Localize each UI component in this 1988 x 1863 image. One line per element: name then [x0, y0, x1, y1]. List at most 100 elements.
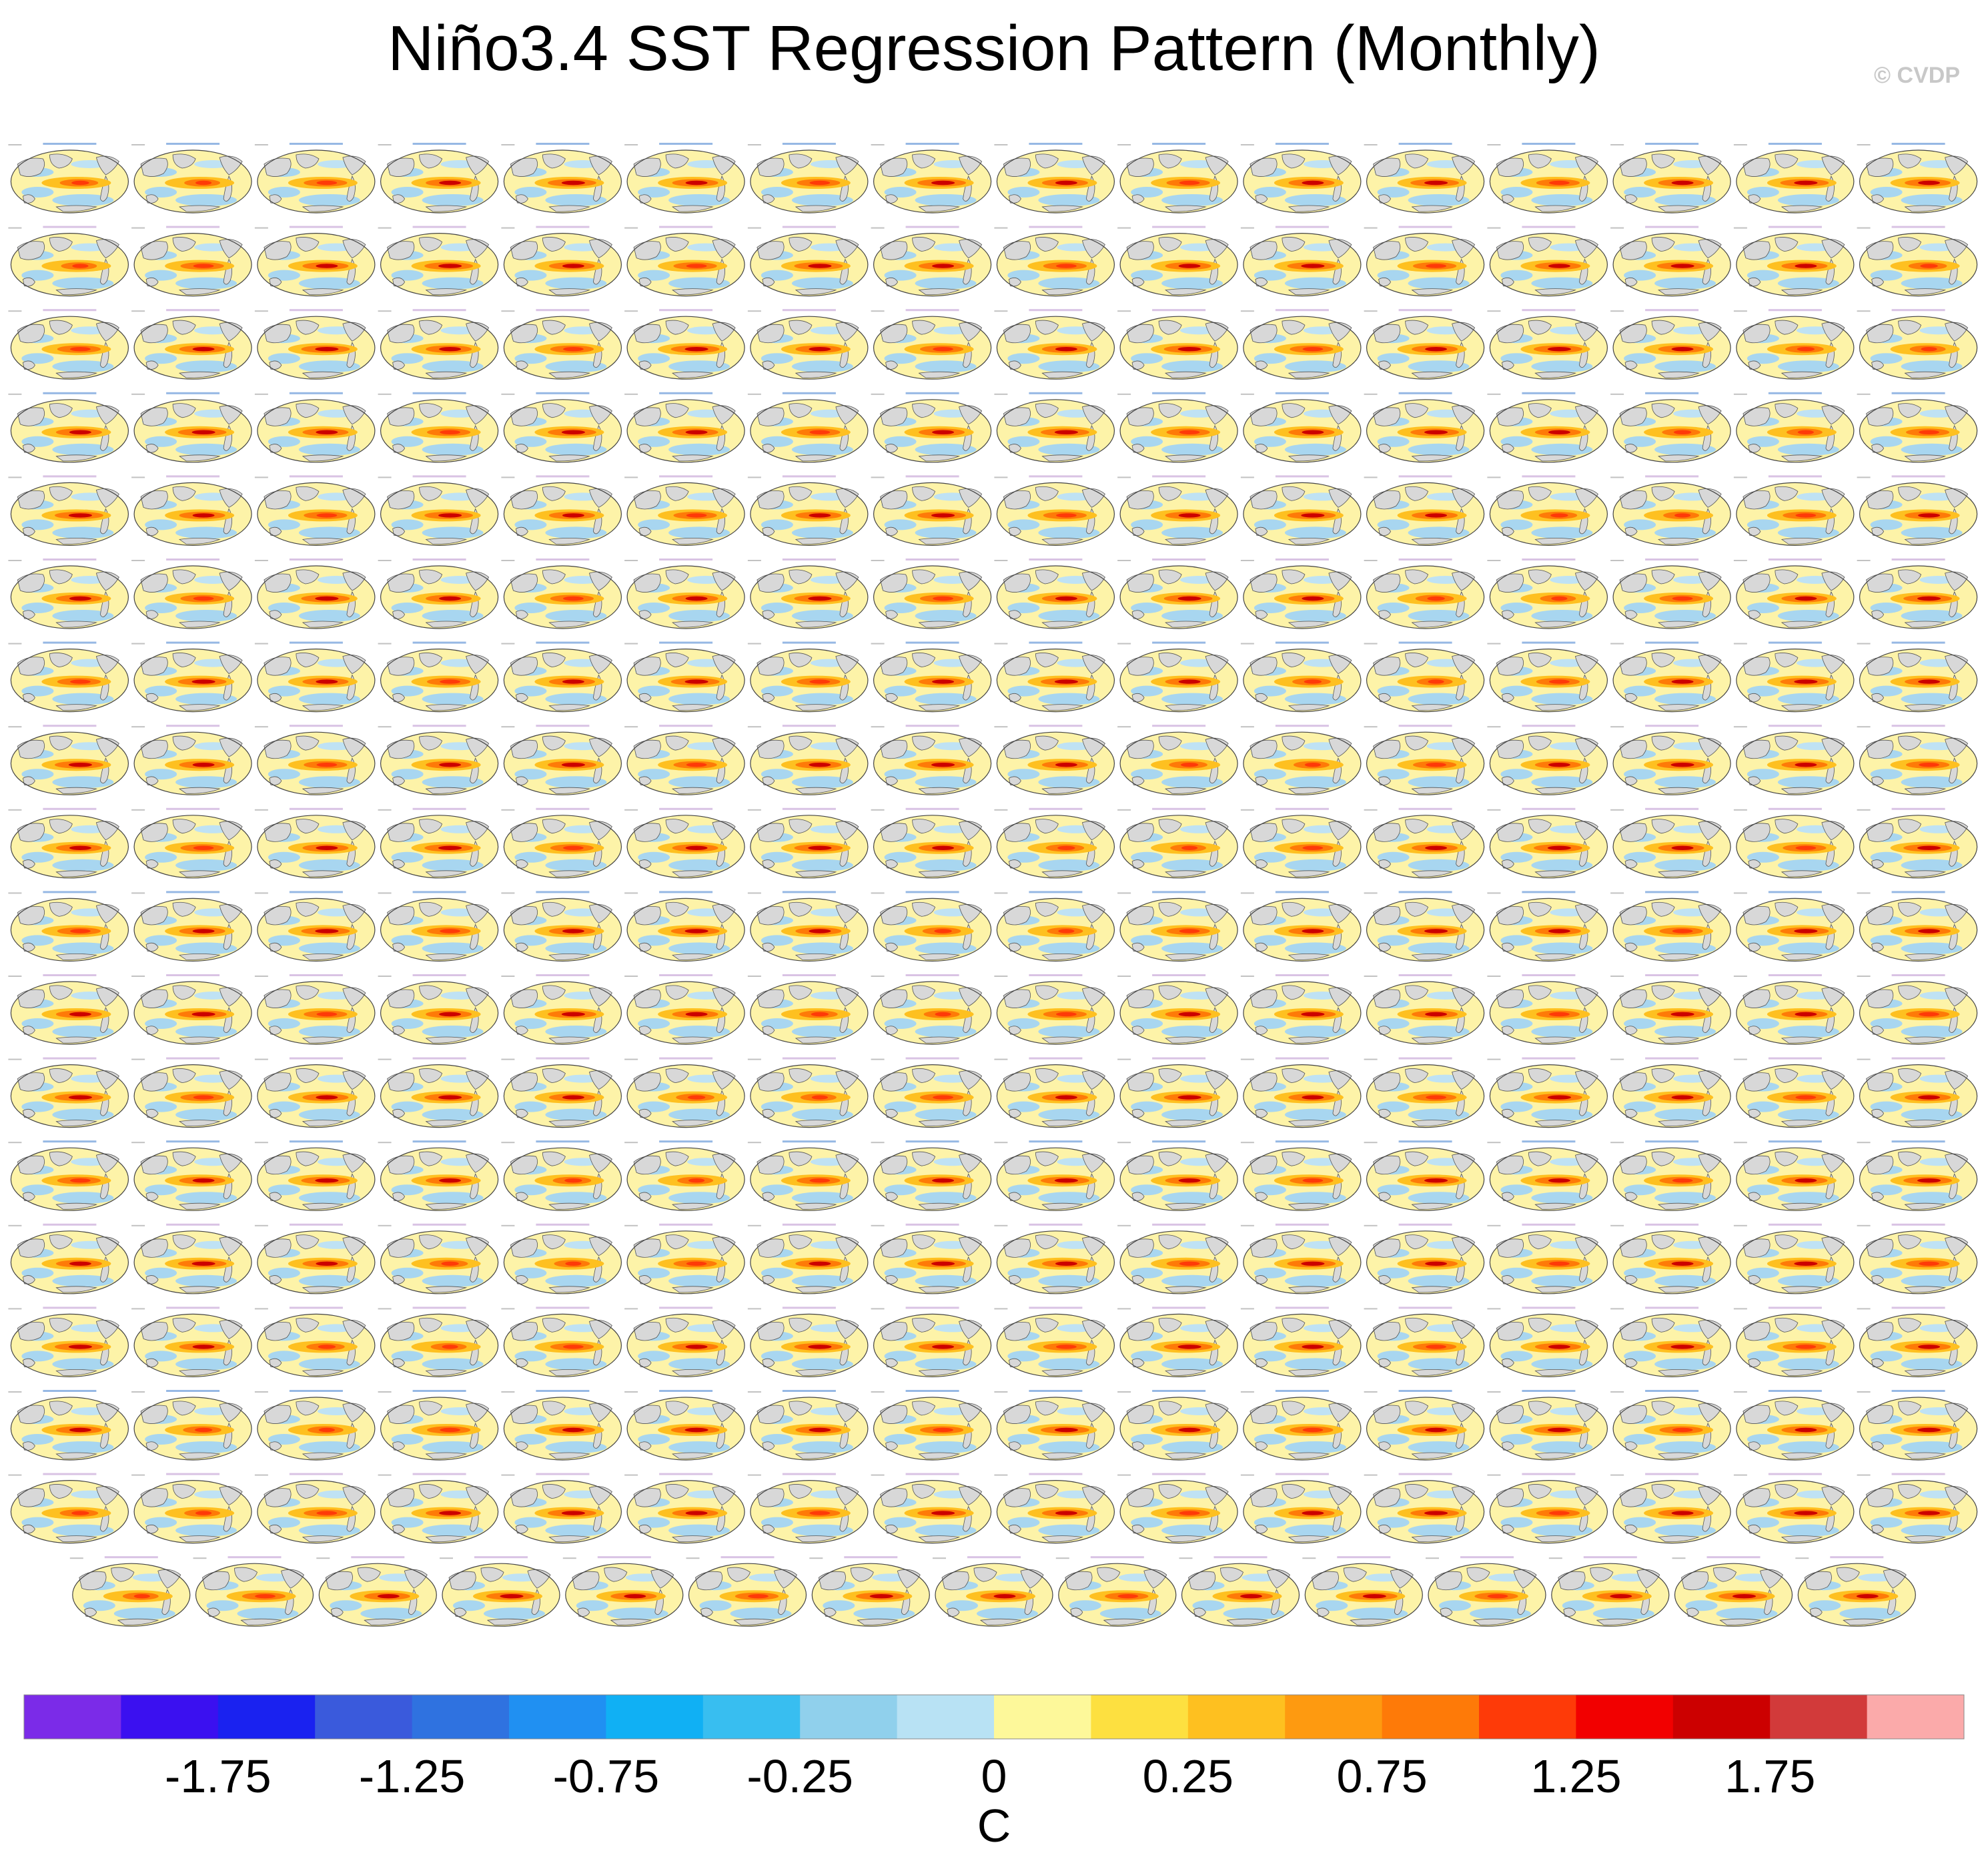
- map-panel: [624, 392, 745, 463]
- map-panel: [1117, 974, 1238, 1045]
- colorbar-swatch: [1479, 1695, 1576, 1739]
- map-panel: [254, 725, 376, 795]
- map-panel: [1857, 1223, 1978, 1294]
- map-panel: [1117, 1307, 1238, 1377]
- map-panel: [1117, 641, 1238, 713]
- map-panel: [501, 641, 622, 713]
- map-panel: [131, 1140, 252, 1211]
- map-panel: [1240, 392, 1362, 463]
- map-panel: [501, 558, 622, 629]
- colorbar-swatch: [994, 1695, 1091, 1739]
- map-panel: [1610, 641, 1731, 713]
- map-panel: [1857, 475, 1978, 546]
- colorbar-swatch: [509, 1695, 606, 1739]
- map-panel: [1487, 1057, 1608, 1128]
- map-panel: [994, 226, 1115, 297]
- map-panel: [1487, 226, 1608, 297]
- map-panel: [131, 807, 252, 879]
- map-panel: [747, 725, 869, 795]
- map-panel: [747, 891, 869, 962]
- map-panel: [131, 1057, 252, 1128]
- map-panel: [378, 1140, 499, 1211]
- map-panel: [8, 725, 129, 795]
- map-panel: [501, 143, 622, 214]
- map-panel: [131, 1473, 252, 1544]
- map-panel: [1857, 309, 1978, 380]
- map-panel: [994, 1057, 1115, 1128]
- map-panel: [501, 309, 622, 380]
- map-panel: [1733, 1390, 1855, 1461]
- map-panel: [131, 725, 252, 795]
- map-panel: [1733, 309, 1855, 380]
- map-panel: [1240, 143, 1362, 214]
- map-panel: [1364, 891, 1485, 962]
- map-panel: [254, 558, 376, 629]
- map-panel: [747, 1307, 869, 1377]
- map-panel: [501, 1057, 622, 1128]
- map-panel: [1240, 974, 1362, 1045]
- map-panel: [378, 974, 499, 1045]
- map-panel: [1857, 1307, 1978, 1377]
- map-panel: [254, 641, 376, 713]
- map-panel: [624, 1140, 745, 1211]
- map-panel: [1610, 1140, 1731, 1211]
- map-panel: [747, 309, 869, 380]
- map-panel: [8, 1057, 129, 1128]
- map-panel: [1364, 807, 1485, 879]
- map-panel: [1487, 725, 1608, 795]
- map-panel: [871, 309, 992, 380]
- map-panel: [1487, 1307, 1608, 1377]
- map-panel: [624, 1223, 745, 1294]
- map-panel: [8, 392, 129, 463]
- map-panel: [131, 1390, 252, 1461]
- map-panel: [994, 475, 1115, 546]
- map-panel: [1117, 226, 1238, 297]
- map-panel: [378, 392, 499, 463]
- map-panel: [8, 1473, 129, 1544]
- map-panel: [624, 725, 745, 795]
- colorbar-swatch: [897, 1695, 995, 1739]
- map-panel: [1240, 1390, 1362, 1461]
- map-panel: [747, 1390, 869, 1461]
- colorbar-swatch: [1576, 1695, 1674, 1739]
- map-panel: [1117, 807, 1238, 879]
- colorbar-swatch: [1091, 1695, 1189, 1739]
- map-panel: [1117, 891, 1238, 962]
- map-panel: [1487, 558, 1608, 629]
- map-panel: [933, 1556, 1053, 1627]
- map-panel: [871, 1307, 992, 1377]
- map-panel: [624, 309, 745, 380]
- map-panel: [1733, 1140, 1855, 1211]
- colorbar-tick-label: 0.25: [1143, 1750, 1233, 1802]
- map-panel: [1240, 1140, 1362, 1211]
- map-panel: [1733, 392, 1855, 463]
- map-panel: [1487, 1223, 1608, 1294]
- map-panel: [871, 1057, 992, 1128]
- map-panel: [1857, 891, 1978, 962]
- map-panel: [378, 807, 499, 879]
- map-panel: [254, 974, 376, 1045]
- map-panel: [1364, 641, 1485, 713]
- map-panel: [994, 143, 1115, 214]
- map-panel: [1364, 309, 1485, 380]
- map-panel: [1733, 226, 1855, 297]
- map-panel: [1857, 558, 1978, 629]
- map-panel: [1610, 725, 1731, 795]
- colorbar-tick-label: 0.75: [1336, 1750, 1427, 1802]
- colorbar-swatch: [1382, 1695, 1480, 1739]
- map-panel: [378, 309, 499, 380]
- map-panel: [871, 974, 992, 1045]
- map-panel: [131, 558, 252, 629]
- map-panel: [1487, 807, 1608, 879]
- map-panel: [1733, 1057, 1855, 1128]
- map-panel: [1117, 392, 1238, 463]
- map-panel: [378, 1390, 499, 1461]
- map-panel: [747, 1057, 869, 1128]
- map-panel: [1857, 641, 1978, 713]
- map-panel: [994, 1223, 1115, 1294]
- map-panel: [1117, 558, 1238, 629]
- map-panel: [8, 226, 129, 297]
- map-panel: [1733, 974, 1855, 1045]
- map-panel: [254, 1057, 376, 1128]
- map-panel: [871, 226, 992, 297]
